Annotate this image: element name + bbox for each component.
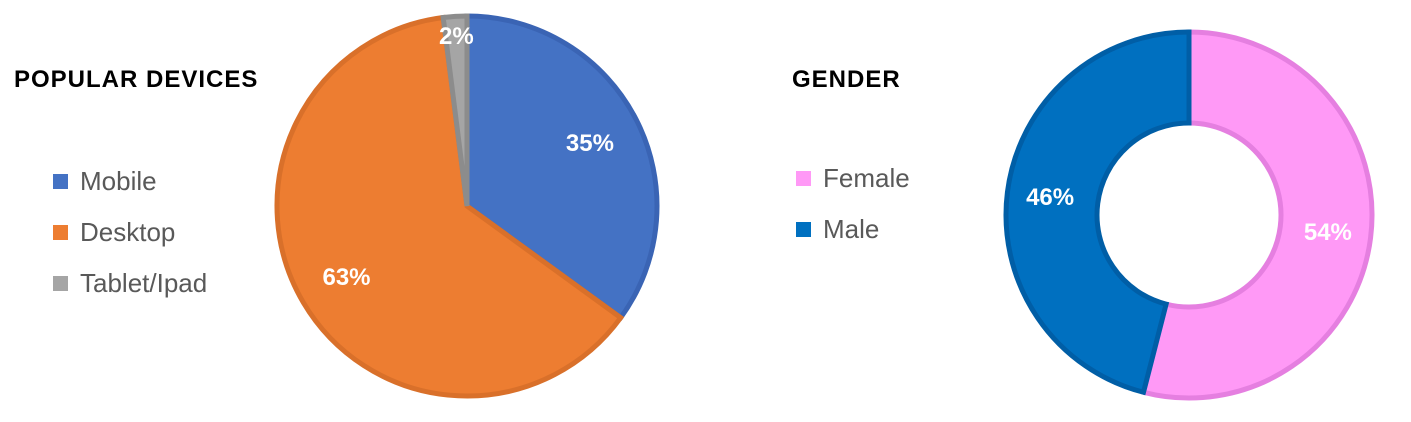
data-label-male: 46%	[1026, 184, 1074, 211]
legend-label: Mobile	[80, 166, 157, 196]
legend-swatch-female	[796, 171, 811, 186]
donut-slice-male	[1003, 29, 1192, 396]
legend-label: Desktop	[80, 217, 176, 247]
pie-slice-tablet-ipad	[440, 13, 470, 207]
legend-label: Male	[823, 214, 880, 244]
data-label-mobile: 35%	[566, 130, 614, 157]
legend-item-mobile: Mobile	[53, 156, 207, 207]
legend-swatch-desktop	[53, 225, 68, 240]
chart-title: GENDER	[792, 66, 901, 93]
legend-item-male: Male	[796, 204, 910, 255]
legend-label: Female	[823, 163, 910, 193]
pie-chart-svg: 35% 63% 2%	[274, 13, 660, 399]
data-label-desktop: 63%	[322, 264, 370, 291]
legend-swatch-male	[796, 222, 811, 237]
chart-legend: Mobile Desktop Tablet/Ipad	[53, 156, 207, 309]
chart-legend: Female Male	[796, 153, 910, 255]
legend-swatch-tablet	[53, 276, 68, 291]
legend-label: Tablet/Ipad	[80, 268, 208, 298]
data-label-female: 54%	[1304, 219, 1352, 246]
gender-chart: GENDER Female Male 54% 46%	[705, 0, 1411, 422]
legend-item-tablet: Tablet/Ipad	[53, 258, 207, 309]
legend-swatch-mobile	[53, 174, 68, 189]
data-label-tablet-ipad: 2%	[439, 23, 474, 50]
donut-chart-svg: 54% 46%	[1003, 29, 1375, 401]
legend-item-desktop: Desktop	[53, 207, 207, 258]
chart-title: POPULAR DEVICES	[14, 66, 259, 93]
donut-slice-female	[1140, 29, 1375, 401]
legend-item-female: Female	[796, 153, 910, 204]
pie-slice-mobile	[464, 13, 660, 322]
popular-devices-chart: POPULAR DEVICES Mobile Desktop Tablet/Ip…	[0, 0, 705, 422]
pie-slice-desktop	[274, 14, 625, 399]
